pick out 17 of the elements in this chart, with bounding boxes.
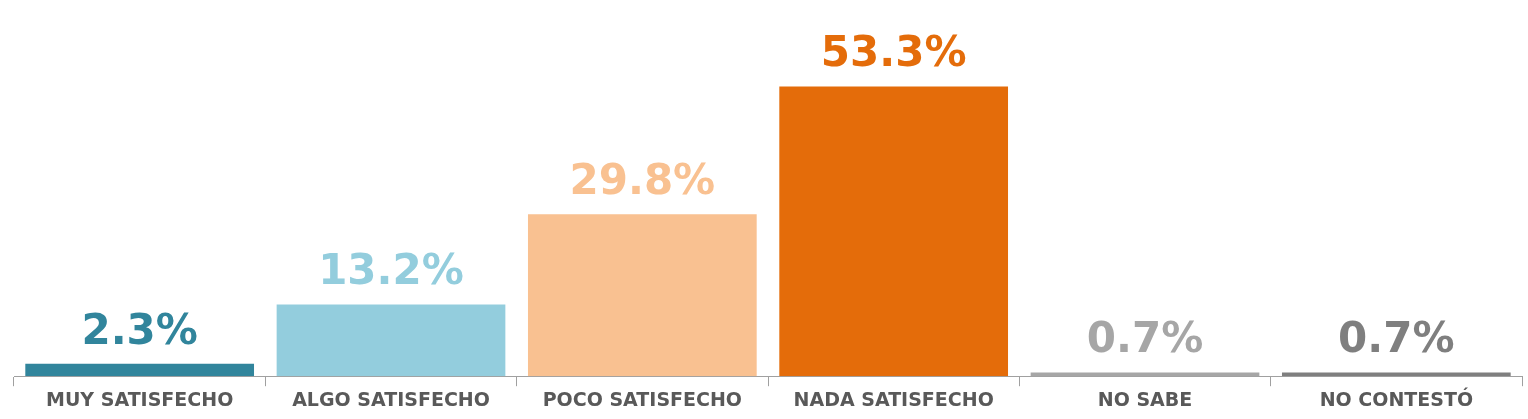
data-label: 53.3% <box>820 27 967 77</box>
x-tick-label: POCO SATISFECHO <box>542 387 743 410</box>
data-label: 0.7% <box>1086 313 1204 363</box>
bar <box>276 304 506 377</box>
data-label: 2.3% <box>81 304 198 354</box>
bar <box>527 214 757 377</box>
bar <box>25 363 255 377</box>
bar <box>1281 372 1511 377</box>
data-label: 29.8% <box>569 155 716 205</box>
bar <box>779 86 1009 377</box>
x-tick-label: NO CONTESTÓ <box>1319 386 1474 410</box>
x-tick-label: NO SABE <box>1097 387 1193 410</box>
data-label: 13.2% <box>318 245 464 295</box>
data-label: 0.7% <box>1338 313 1455 363</box>
x-tick-label: ALGO SATISFECHO <box>292 387 490 410</box>
x-tick-label: MUY SATISFECHO <box>46 387 234 410</box>
x-tick-label: NADA SATISFECHO <box>793 387 994 410</box>
